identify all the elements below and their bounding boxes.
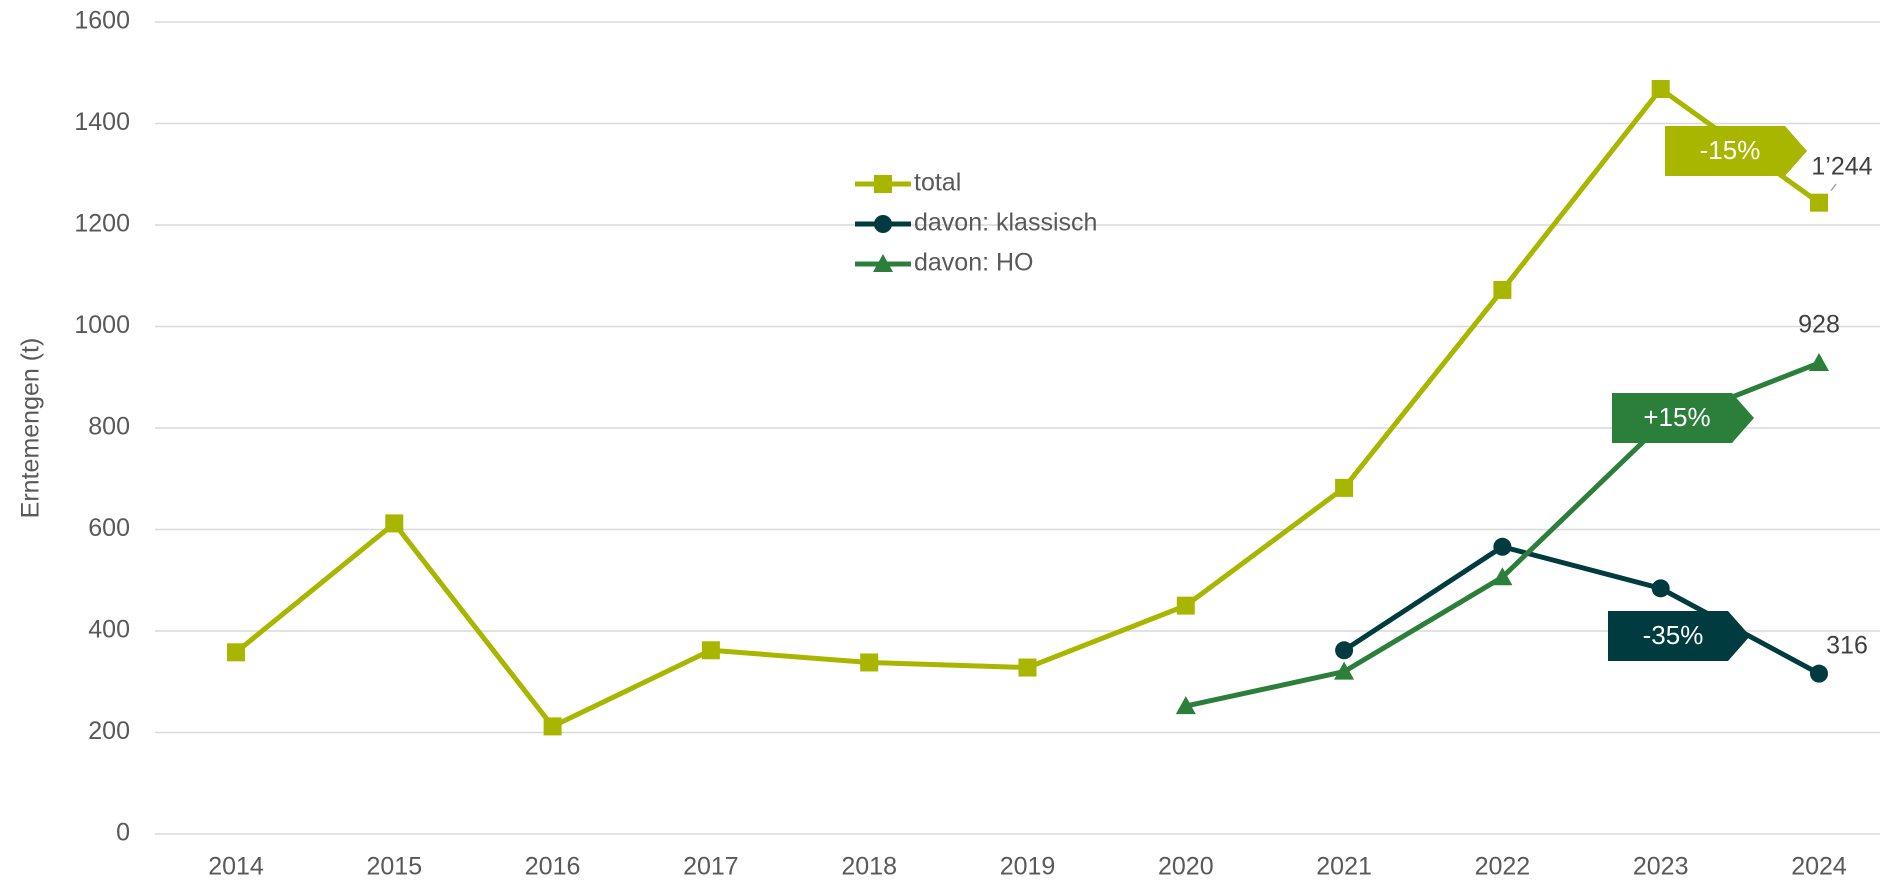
y-tick-label: 1000 (74, 311, 130, 339)
y-tick-label: 800 (88, 413, 130, 441)
y-tick-label: 200 (88, 717, 130, 745)
legend-label: total (914, 169, 961, 197)
annotation-box (1612, 393, 1754, 443)
y-axis-label: Erntemengen (t) (17, 338, 45, 519)
marker (1492, 567, 1513, 586)
y-tick-label: 0 (116, 819, 130, 847)
annotation-box (1608, 611, 1750, 661)
annotation: -15% (1700, 135, 1761, 165)
legend-label: davon: HO (914, 249, 1034, 277)
x-tick-label: 2020 (1158, 853, 1214, 881)
annotation: +15% (1643, 402, 1710, 432)
marker (860, 653, 879, 672)
y-tick-label: 1400 (74, 108, 130, 136)
x-tick-label: 2024 (1791, 853, 1847, 881)
legend-label: davon: klassisch (914, 209, 1097, 237)
leader-line (1830, 183, 1837, 192)
marker (1493, 537, 1512, 556)
marker (385, 514, 404, 533)
marker (1809, 353, 1829, 372)
x-tick-label: 2021 (1316, 853, 1372, 881)
y-tick-label: 600 (88, 514, 130, 542)
series-line (1342, 544, 1821, 676)
marker (874, 175, 892, 193)
marker (1334, 661, 1355, 680)
marker (543, 717, 562, 736)
marker (227, 643, 245, 662)
marker (1651, 79, 1670, 98)
x-tick-label: 2018 (841, 853, 897, 881)
marker (1493, 280, 1512, 299)
marker (701, 641, 720, 660)
annotation: -35% (1643, 620, 1704, 650)
y-tick-label: 400 (88, 616, 130, 644)
data-label: 316 (1826, 632, 1868, 660)
data-label: 928 (1798, 311, 1840, 339)
marker (1810, 664, 1828, 683)
annotation-box (1665, 126, 1807, 176)
marker (1175, 696, 1196, 715)
marker (1335, 478, 1354, 497)
marker (1335, 641, 1354, 660)
marker (1651, 579, 1670, 598)
x-tick-label: 2016 (525, 853, 581, 881)
x-tick-label: 2017 (683, 853, 739, 881)
data-label: 1’244 (1811, 153, 1872, 181)
x-tick-label: 2015 (366, 853, 422, 881)
x-tick-label: 2014 (208, 853, 264, 881)
y-tick-label: 1200 (74, 210, 130, 238)
marker (874, 215, 892, 233)
marker (1176, 596, 1195, 615)
marker (873, 254, 893, 272)
y-tick-label: 1600 (74, 7, 130, 35)
marker (1018, 658, 1037, 677)
x-tick-label: 2023 (1633, 853, 1689, 881)
x-tick-label: 2022 (1475, 853, 1531, 881)
marker (1810, 193, 1828, 212)
x-tick-label: 2019 (1000, 853, 1056, 881)
